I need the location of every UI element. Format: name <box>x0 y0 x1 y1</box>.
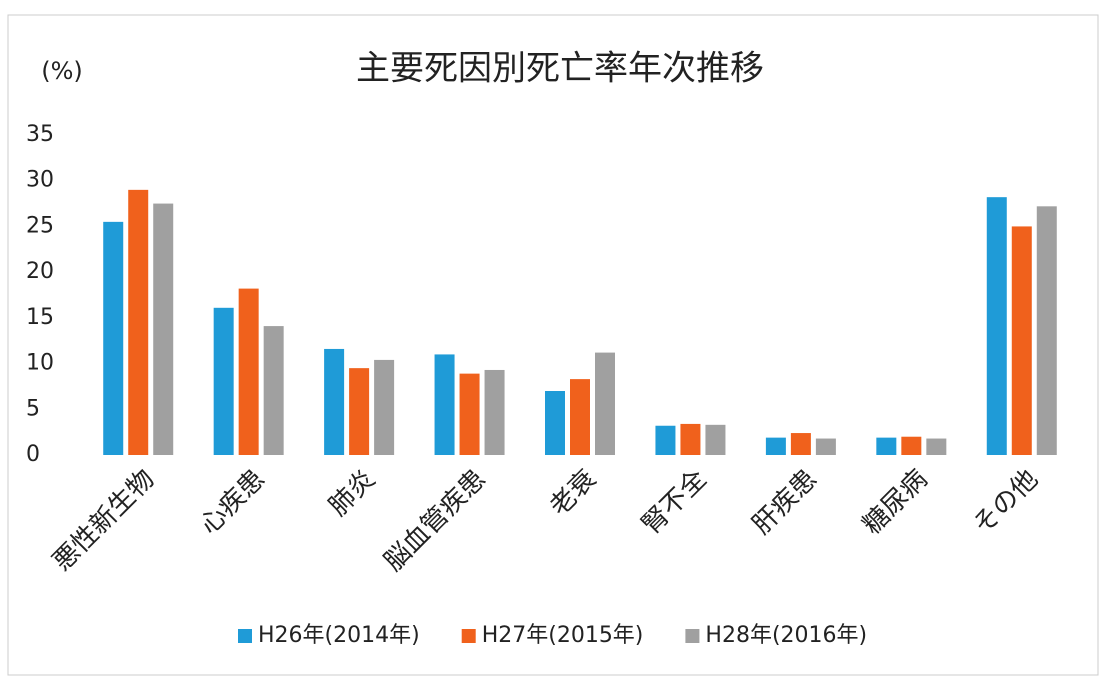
bar <box>128 189 149 455</box>
bar <box>213 307 234 455</box>
y-tick-label: 0 <box>26 442 40 467</box>
bar <box>263 326 284 455</box>
bar <box>765 437 786 455</box>
bar <box>926 438 947 455</box>
legend-swatch <box>238 629 252 643</box>
bar <box>876 437 897 455</box>
bar <box>434 354 455 455</box>
chart-title: 主要死因別死亡率年次推移 <box>356 49 764 89</box>
bar <box>374 359 395 455</box>
bar <box>459 373 480 455</box>
bar <box>705 424 726 455</box>
y-tick-label: 5 <box>26 396 40 421</box>
bar <box>545 391 565 455</box>
bar <box>986 197 1007 455</box>
bar <box>153 203 174 455</box>
bar <box>324 348 345 455</box>
chart-frame <box>7 14 1099 676</box>
y-tick-label: 10 <box>26 351 54 376</box>
y-tick-label: 15 <box>26 305 54 330</box>
bar <box>484 369 505 455</box>
bar <box>349 368 370 455</box>
bar <box>790 433 811 455</box>
legend-swatch <box>461 629 476 643</box>
bar <box>238 288 259 455</box>
bar <box>595 352 615 455</box>
legend-label: H27年(2015年) <box>482 623 644 648</box>
bar <box>680 423 701 455</box>
legend-label: H26年(2014年) <box>258 623 420 648</box>
y-axis-label: (%) <box>41 57 83 85</box>
bar <box>901 436 922 455</box>
legend-swatch <box>685 629 700 643</box>
y-tick-label: 30 <box>26 168 54 193</box>
bar <box>1036 206 1057 455</box>
bar <box>655 425 676 455</box>
legend-label: H28年(2016年) <box>705 623 867 648</box>
bar <box>815 438 836 455</box>
y-tick-label: 35 <box>26 122 54 147</box>
bar <box>103 221 124 455</box>
y-tick-label: 20 <box>26 259 54 284</box>
bar <box>1011 226 1032 455</box>
y-tick-label: 25 <box>26 213 54 238</box>
bar <box>570 379 590 455</box>
